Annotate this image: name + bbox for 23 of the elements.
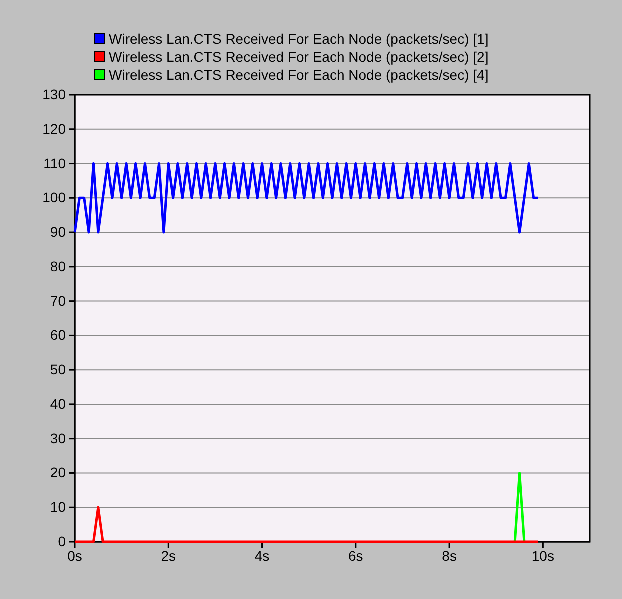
y-tick-label: 130 [42, 86, 66, 102]
y-tick-label: 110 [44, 155, 66, 172]
legend-label: Wireless Lan.CTS Received For Each Node (packets/sec) [4] [109, 67, 489, 83]
x-tick-label: 8s [442, 548, 457, 564]
y-tick-label: 60 [50, 327, 66, 344]
y-tick-label: 20 [50, 464, 66, 481]
legend-label: Wireless Lan.CTS Received For Each Node (packets/sec) [2] [109, 49, 489, 65]
legend-label: Wireless Lan.CTS Received For Each Node (packets/sec) [1] [109, 31, 489, 47]
y-tick-label: 50 [50, 362, 66, 378]
y-tick-label: 40 [50, 396, 66, 412]
y-tick-label: 90 [50, 224, 66, 240]
y-tick-label: 100 [42, 190, 66, 206]
y-tick-label: 120 [42, 120, 66, 137]
x-tick-label: 10s [532, 548, 554, 564]
x-tick-label: 0s [68, 548, 82, 564]
y-tick-label: 80 [50, 258, 66, 274]
y-tick-label: 10 [50, 499, 66, 516]
x-tick-label: 6s [348, 548, 364, 564]
y-tick-label: 70 [50, 292, 66, 309]
x-tick-label: 4s [254, 548, 270, 564]
y-tick-label: 0 [58, 533, 66, 550]
y-tick-label: 30 [50, 430, 66, 446]
x-tick-label: 2s [161, 548, 176, 564]
